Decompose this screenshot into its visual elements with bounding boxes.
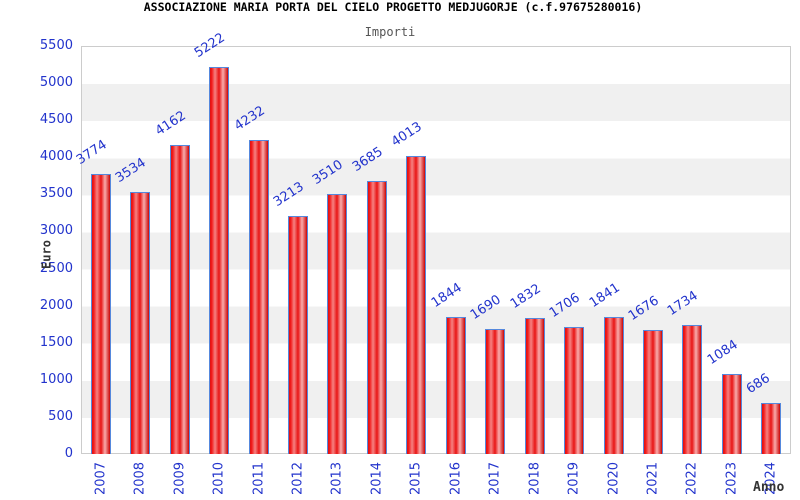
y-tick-label-3500: 3500: [39, 186, 73, 202]
bar-2015: [406, 156, 427, 454]
chart-subtitle: Importi: [364, 25, 416, 39]
y-tick-label-5500: 5500: [39, 38, 73, 53]
bar-2019: [564, 327, 585, 454]
y-tick-label-2000: 2000: [39, 297, 73, 313]
bar-2020: [603, 317, 624, 454]
bar-2024: [761, 403, 782, 454]
bar-2012: [287, 215, 308, 454]
x-tick-label-2015: 2015: [408, 461, 424, 496]
bar-2023: [721, 373, 742, 454]
bar-2010: [209, 66, 230, 454]
x-tick-label-2011: 2011: [251, 461, 266, 496]
bar-2022: [682, 325, 703, 454]
y-tick-label-1500: 1500: [39, 334, 73, 350]
bar-2018: [524, 318, 545, 454]
bar-2016: [445, 317, 466, 454]
x-tick-label-2018: 2018: [527, 461, 543, 496]
x-tick-label-2014: 2014: [369, 461, 385, 496]
x-tick-label-2013: 2013: [329, 461, 345, 496]
x-tick-label-2008: 2008: [132, 461, 148, 496]
bar-2008: [130, 191, 151, 454]
bar-2014: [366, 180, 387, 454]
y-tick-label-5000: 5000: [39, 75, 73, 91]
bar-2007: [90, 174, 111, 454]
y-tick-label-3000: 3000: [39, 223, 73, 239]
x-tick-label-2023: 2023: [724, 461, 740, 496]
x-tick-label-2007: 2007: [93, 461, 109, 496]
x-tick-label-2020: 2020: [606, 461, 621, 496]
y-tick-label-4000: 4000: [39, 149, 73, 165]
bar-2009: [169, 145, 190, 454]
y-tick-label-1000: 1000: [39, 371, 73, 387]
x-tick-label-2021: 2021: [645, 461, 661, 496]
x-tick-label-2017: 2017: [487, 461, 503, 496]
x-axis-title: Anno: [753, 480, 785, 495]
chart-title: ASSOCIAZIONE MARIA PORTA DEL CIELO PROGE…: [143, 0, 643, 14]
x-tick-label-2016: 2016: [448, 461, 464, 496]
x-tick-label-2019: 2019: [566, 461, 582, 496]
x-tick-label-2010: 2010: [211, 461, 227, 496]
bar-2021: [642, 329, 663, 454]
bar-2017: [485, 328, 506, 454]
bar-2013: [327, 193, 348, 454]
y-axis-title: Euro: [39, 240, 54, 269]
bar-2011: [248, 140, 269, 454]
y-tick-label-2500: 2500: [39, 260, 73, 276]
y-tick-label-0: 0: [64, 446, 73, 461]
y-tick-label-4500: 4500: [39, 112, 73, 128]
plot-area: [81, 46, 791, 454]
x-tick-label-2009: 2009: [172, 461, 188, 496]
y-tick-label-500: 500: [48, 408, 73, 424]
x-tick-label-2022: 2022: [684, 461, 700, 496]
x-tick-label-2012: 2012: [290, 461, 306, 496]
